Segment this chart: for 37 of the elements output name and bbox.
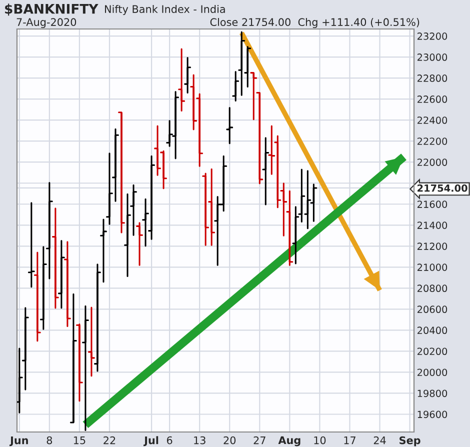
x-tick-label: 13 xyxy=(194,436,206,444)
y-tick-label: 23000 xyxy=(417,54,448,61)
x-tick-label: Sep xyxy=(400,436,420,446)
x-tick-label: 20 xyxy=(224,436,236,444)
y-tick-label: 20000 xyxy=(417,368,448,376)
chart-title: $BANKNIFTY xyxy=(5,4,98,16)
x-tick-label: Jun xyxy=(9,436,28,446)
y-tick-label: 20600 xyxy=(417,306,448,314)
y-tick-label: 19600 xyxy=(418,410,448,418)
y-tick-label: 22000 xyxy=(417,158,448,166)
y-tick-label: 21000 xyxy=(417,264,448,271)
x-tick-label: 15 xyxy=(74,436,86,444)
x-tick-label: 24 xyxy=(374,436,386,444)
y-tick-label: 23200 xyxy=(417,32,448,40)
y-tick-label: 22200 xyxy=(417,138,448,145)
x-tick-label: 6 xyxy=(166,436,172,444)
text: 7-Aug-2020 xyxy=(16,18,76,28)
x-tick-label: Jul xyxy=(144,436,158,446)
y-tick-label: 21400 xyxy=(417,222,448,229)
y-tick-label: 20200 xyxy=(417,348,448,356)
text: Close 21754.00 Chg +111.40 (+0.51%) xyxy=(210,18,420,28)
x-tick-label: 27 xyxy=(254,436,266,444)
x-tick-label: 17 xyxy=(344,436,356,444)
x-tick-label: Aug xyxy=(278,436,300,446)
y-tick-label: 21600 xyxy=(417,200,448,208)
y-tick-label: 22800 xyxy=(417,74,448,82)
x-tick-label: 10 xyxy=(314,436,326,444)
y-tick-label: 19800 xyxy=(418,390,448,398)
y-tick-label: 21200 xyxy=(417,242,448,250)
chart-subtitle: Nifty Bank Index - India xyxy=(105,4,225,16)
y-tick-label: 21754.00 xyxy=(418,184,468,192)
y-tick-label: 20800 xyxy=(417,284,448,292)
y-tick-label: 22600 xyxy=(417,96,448,103)
y-tick-label: 22400 xyxy=(417,116,448,124)
x-tick-label: 8 xyxy=(46,436,52,444)
x-tick-label: 22 xyxy=(104,436,116,444)
y-tick-label: 20400 xyxy=(417,326,448,334)
